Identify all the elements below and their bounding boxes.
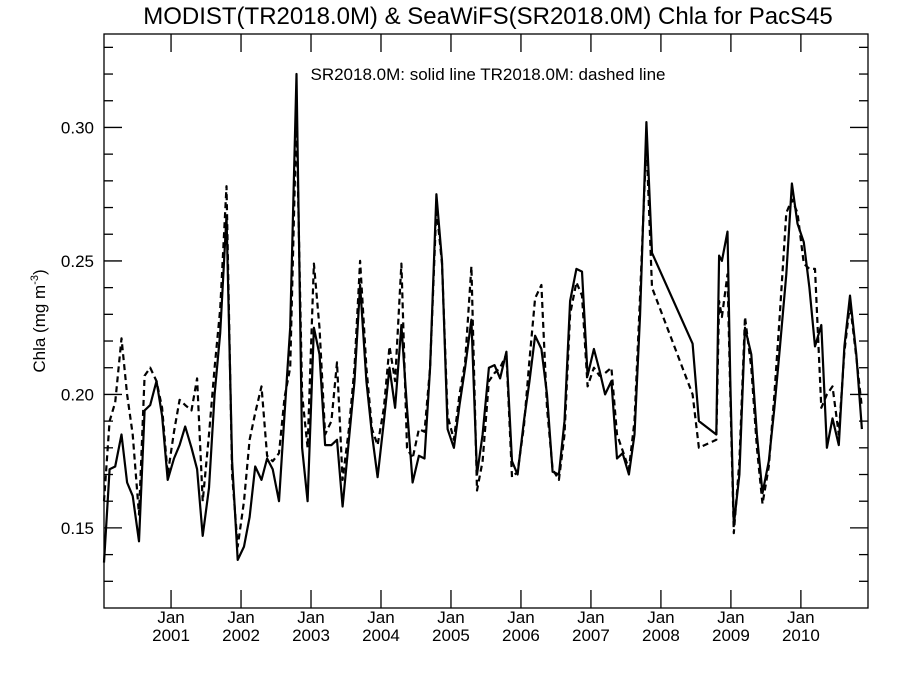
x-tick-label-month: Jan: [437, 608, 464, 627]
x-tick-label-month: Jan: [787, 608, 814, 627]
y-tick-label: 0.20: [61, 385, 94, 404]
x-tick-label-year: 2004: [362, 626, 400, 645]
x-tick-label-month: Jan: [297, 608, 324, 627]
plot-frame: [103, 33, 869, 609]
x-tick-label-year: 2009: [712, 626, 750, 645]
y-tick-label: 0.25: [61, 252, 94, 271]
legend-text: SR2018.0M: solid line TR2018.0M: dashed …: [310, 65, 665, 84]
x-tick-label-month: Jan: [157, 608, 184, 627]
y-axis-label-close: ): [30, 269, 49, 275]
x-tick-label-year: 2008: [642, 626, 680, 645]
x-tick-label-month: Jan: [717, 608, 744, 627]
x-tick-label-year: 2010: [782, 626, 820, 645]
chart-title: MODIST(TR2018.0M) & SeaWiFS(SR2018.0M) C…: [143, 3, 833, 30]
x-tick-label-year: 2003: [292, 626, 330, 645]
y-tick-label: 0.15: [61, 519, 94, 538]
x-tick-label-year: 2007: [572, 626, 610, 645]
x-tick-label-year: 2002: [222, 626, 260, 645]
x-tick-label-year: 2005: [432, 626, 470, 645]
y-axis-label-superscript: -3: [29, 275, 41, 285]
x-tick-label-month: Jan: [507, 608, 534, 627]
x-tick-label-month: Jan: [647, 608, 674, 627]
x-tick-label-month: Jan: [577, 608, 604, 627]
x-axis: Jan2001Jan2002Jan2003Jan2004Jan2005Jan20…: [152, 34, 820, 645]
x-tick-label-month: Jan: [367, 608, 394, 627]
x-tick-label-month: Jan: [227, 608, 254, 627]
y-tick-label: 0.30: [61, 118, 94, 137]
y-axis: 0.15 0.20 0.25 0.30: [61, 46, 868, 582]
y-axis-label-main: Chla (mg m: [30, 285, 49, 373]
y-axis-label: Chla (mg m-3): [29, 269, 49, 372]
x-tick-label-year: 2006: [502, 626, 540, 645]
series-solid-line: [102, 72, 863, 563]
x-tick-label-year: 2001: [152, 626, 190, 645]
series-dashed-line: [102, 113, 863, 548]
series-layer: [102, 72, 863, 563]
